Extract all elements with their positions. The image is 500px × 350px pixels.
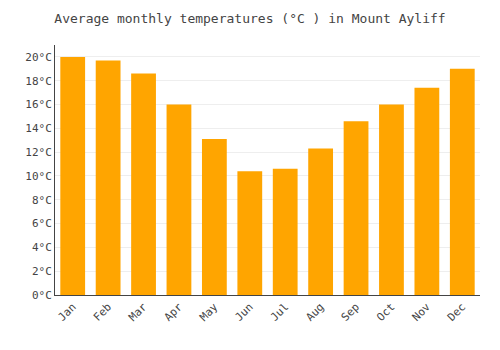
svg-text:0°C: 0°C (32, 289, 52, 302)
svg-text:Jul: Jul (268, 301, 291, 324)
svg-text:Feb: Feb (91, 301, 114, 324)
svg-text:16°C: 16°C (25, 98, 52, 111)
svg-text:8°C: 8°C (32, 194, 52, 207)
svg-text:Average monthly temperatures (: Average monthly temperatures (°C ) in Mo… (54, 11, 445, 26)
svg-text:May: May (197, 300, 221, 324)
svg-text:14°C: 14°C (25, 122, 52, 135)
svg-text:10°C: 10°C (25, 170, 52, 183)
svg-text:Dec: Dec (445, 301, 468, 324)
svg-text:Mar: Mar (126, 300, 150, 324)
svg-text:Jan: Jan (55, 301, 78, 324)
svg-text:18°C: 18°C (25, 75, 52, 88)
svg-text:4°C: 4°C (32, 241, 52, 254)
svg-text:Jun: Jun (233, 301, 256, 324)
svg-text:Oct: Oct (374, 301, 397, 324)
svg-text:Sep: Sep (339, 301, 362, 324)
svg-text:20°C: 20°C (25, 51, 52, 64)
svg-text:Nov: Nov (410, 300, 434, 324)
svg-text:6°C: 6°C (32, 217, 52, 230)
svg-text:Apr: Apr (162, 300, 186, 324)
svg-text:Aug: Aug (303, 301, 326, 324)
svg-text:2°C: 2°C (32, 265, 52, 278)
svg-text:12°C: 12°C (25, 146, 52, 159)
